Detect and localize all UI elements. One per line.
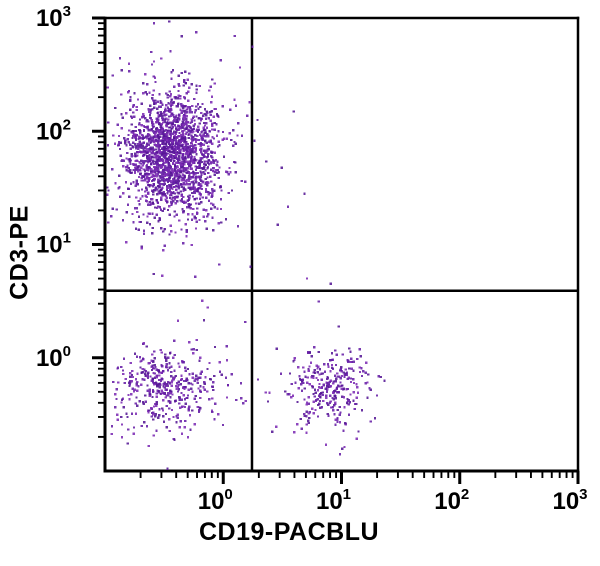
x-tick-label: 101 [316, 486, 351, 515]
y-axis-label: CD3-PE [5, 205, 34, 300]
dot-cluster-2 [239, 300, 386, 456]
axis-ticks: 100 101 102 103 100 101 102 103 [36, 3, 588, 515]
plot-border [103, 16, 580, 473]
x-tick-label: 100 [198, 486, 233, 515]
dot-cluster-1 [110, 319, 270, 470]
y-tick-label: 102 [36, 116, 71, 145]
y-tick-label: 100 [36, 343, 71, 372]
stray-dots [152, 20, 332, 285]
dot-cluster-0 [106, 31, 306, 324]
x-tick-label: 103 [552, 486, 587, 515]
x-axis-label: CD19-PACBLU [198, 518, 380, 546]
x-tick-label: 102 [434, 486, 469, 515]
y-tick-label: 103 [36, 3, 71, 32]
y-tick-label: 101 [36, 230, 71, 259]
quadrant-gate-lines [105, 18, 578, 471]
